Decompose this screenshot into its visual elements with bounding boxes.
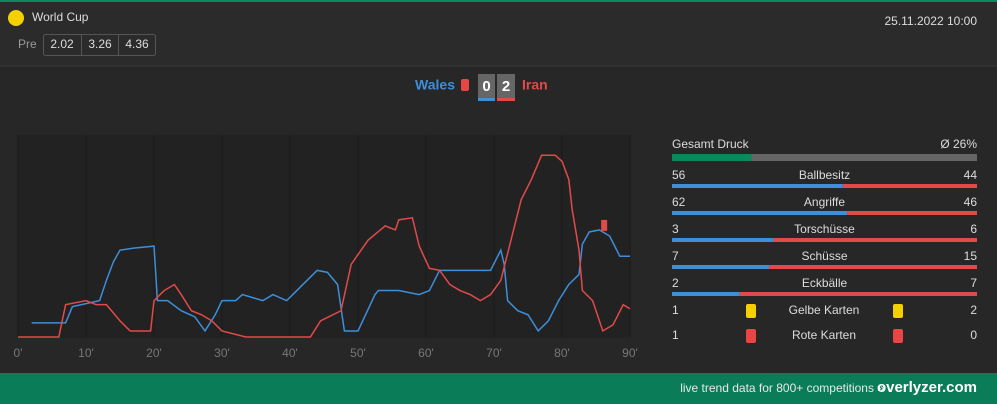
card-away: 0 [970, 328, 977, 342]
plot-area [18, 135, 630, 338]
stat-home: 56 [672, 168, 686, 182]
odds-label: Pre [18, 37, 37, 51]
stat-label: Ballbesitz [799, 168, 850, 182]
stat-label: Schüsse [801, 249, 847, 263]
card-icon [893, 329, 903, 343]
stat-bar-away [769, 265, 977, 269]
stat-bar-away [842, 184, 977, 188]
date: 25.11.2022 10:00 [884, 14, 977, 28]
card-label: Gelbe Karten [789, 303, 860, 317]
competition-icon [8, 10, 24, 26]
stat-label: Torschüsse [794, 222, 855, 236]
pressure-value: Ø 26% [940, 137, 977, 151]
competition: World Cup [32, 10, 89, 24]
away-team: Iran [522, 77, 548, 93]
stat-away: 15 [964, 249, 978, 263]
x-tick-label: 90' [622, 346, 638, 360]
card-away: 2 [970, 303, 977, 317]
pressure-track [672, 154, 977, 161]
away-score: 2 [502, 78, 510, 95]
stat-away: 6 [970, 222, 977, 236]
score-underline [497, 98, 515, 101]
stat-away: 7 [970, 276, 977, 290]
top-border [0, 0, 997, 2]
score-box [478, 74, 495, 98]
stat-away: 44 [964, 168, 978, 182]
stat-away: 46 [964, 195, 978, 209]
card-home: 1 [672, 303, 679, 317]
score-underline [478, 98, 495, 101]
card-label: Rote Karten [792, 328, 856, 342]
home-team: Wales [415, 77, 455, 93]
x-tick-label: 80' [554, 346, 570, 360]
odds-box [43, 34, 156, 56]
stat-bar-home [672, 265, 770, 269]
stat-bar-home [672, 238, 774, 242]
pressure-bar [672, 154, 752, 161]
stat-home: 3 [672, 222, 679, 236]
stat-bar-away [739, 292, 977, 296]
x-tick-label: 50' [350, 346, 366, 360]
odd: 4.36 [125, 37, 149, 51]
red-card-icon [461, 79, 469, 91]
x-tick-label: 40' [282, 346, 298, 360]
trend-line [18, 154, 631, 338]
score-box [497, 74, 515, 98]
card-home: 1 [672, 328, 679, 342]
home-score: 0 [482, 78, 490, 95]
stat-home: 7 [672, 249, 679, 263]
footer-brand: overlyzer.com [877, 379, 977, 396]
card-icon [893, 304, 903, 318]
pressure-label: Gesamt Druck [672, 137, 750, 151]
card-icon [746, 304, 756, 318]
card-icon [746, 329, 756, 343]
footer [0, 373, 997, 404]
odd: 2.02 [50, 37, 74, 51]
x-tick-label: 60' [418, 346, 434, 360]
odd: 3.26 [88, 37, 112, 51]
footer-text: live trend data for 800+ competitions » [680, 381, 884, 395]
x-tick-label: 70' [486, 346, 502, 360]
stat-bar-home [672, 211, 848, 215]
stat-label: Eckbälle [802, 276, 848, 290]
card-marker [601, 219, 608, 231]
stat-bar-away [773, 238, 977, 242]
x-tick-label: 20' [146, 346, 162, 360]
stat-home: 62 [672, 195, 686, 209]
x-tick-label: 30' [214, 346, 230, 360]
x-tick-label: 10' [78, 346, 94, 360]
stat-bar-away [847, 211, 977, 215]
x-tick-label: 0' [14, 346, 23, 360]
stat-label: Angriffe [804, 195, 845, 209]
stat-bar-home [672, 292, 740, 296]
stat-home: 2 [672, 276, 679, 290]
stat-bar-home [672, 184, 843, 188]
